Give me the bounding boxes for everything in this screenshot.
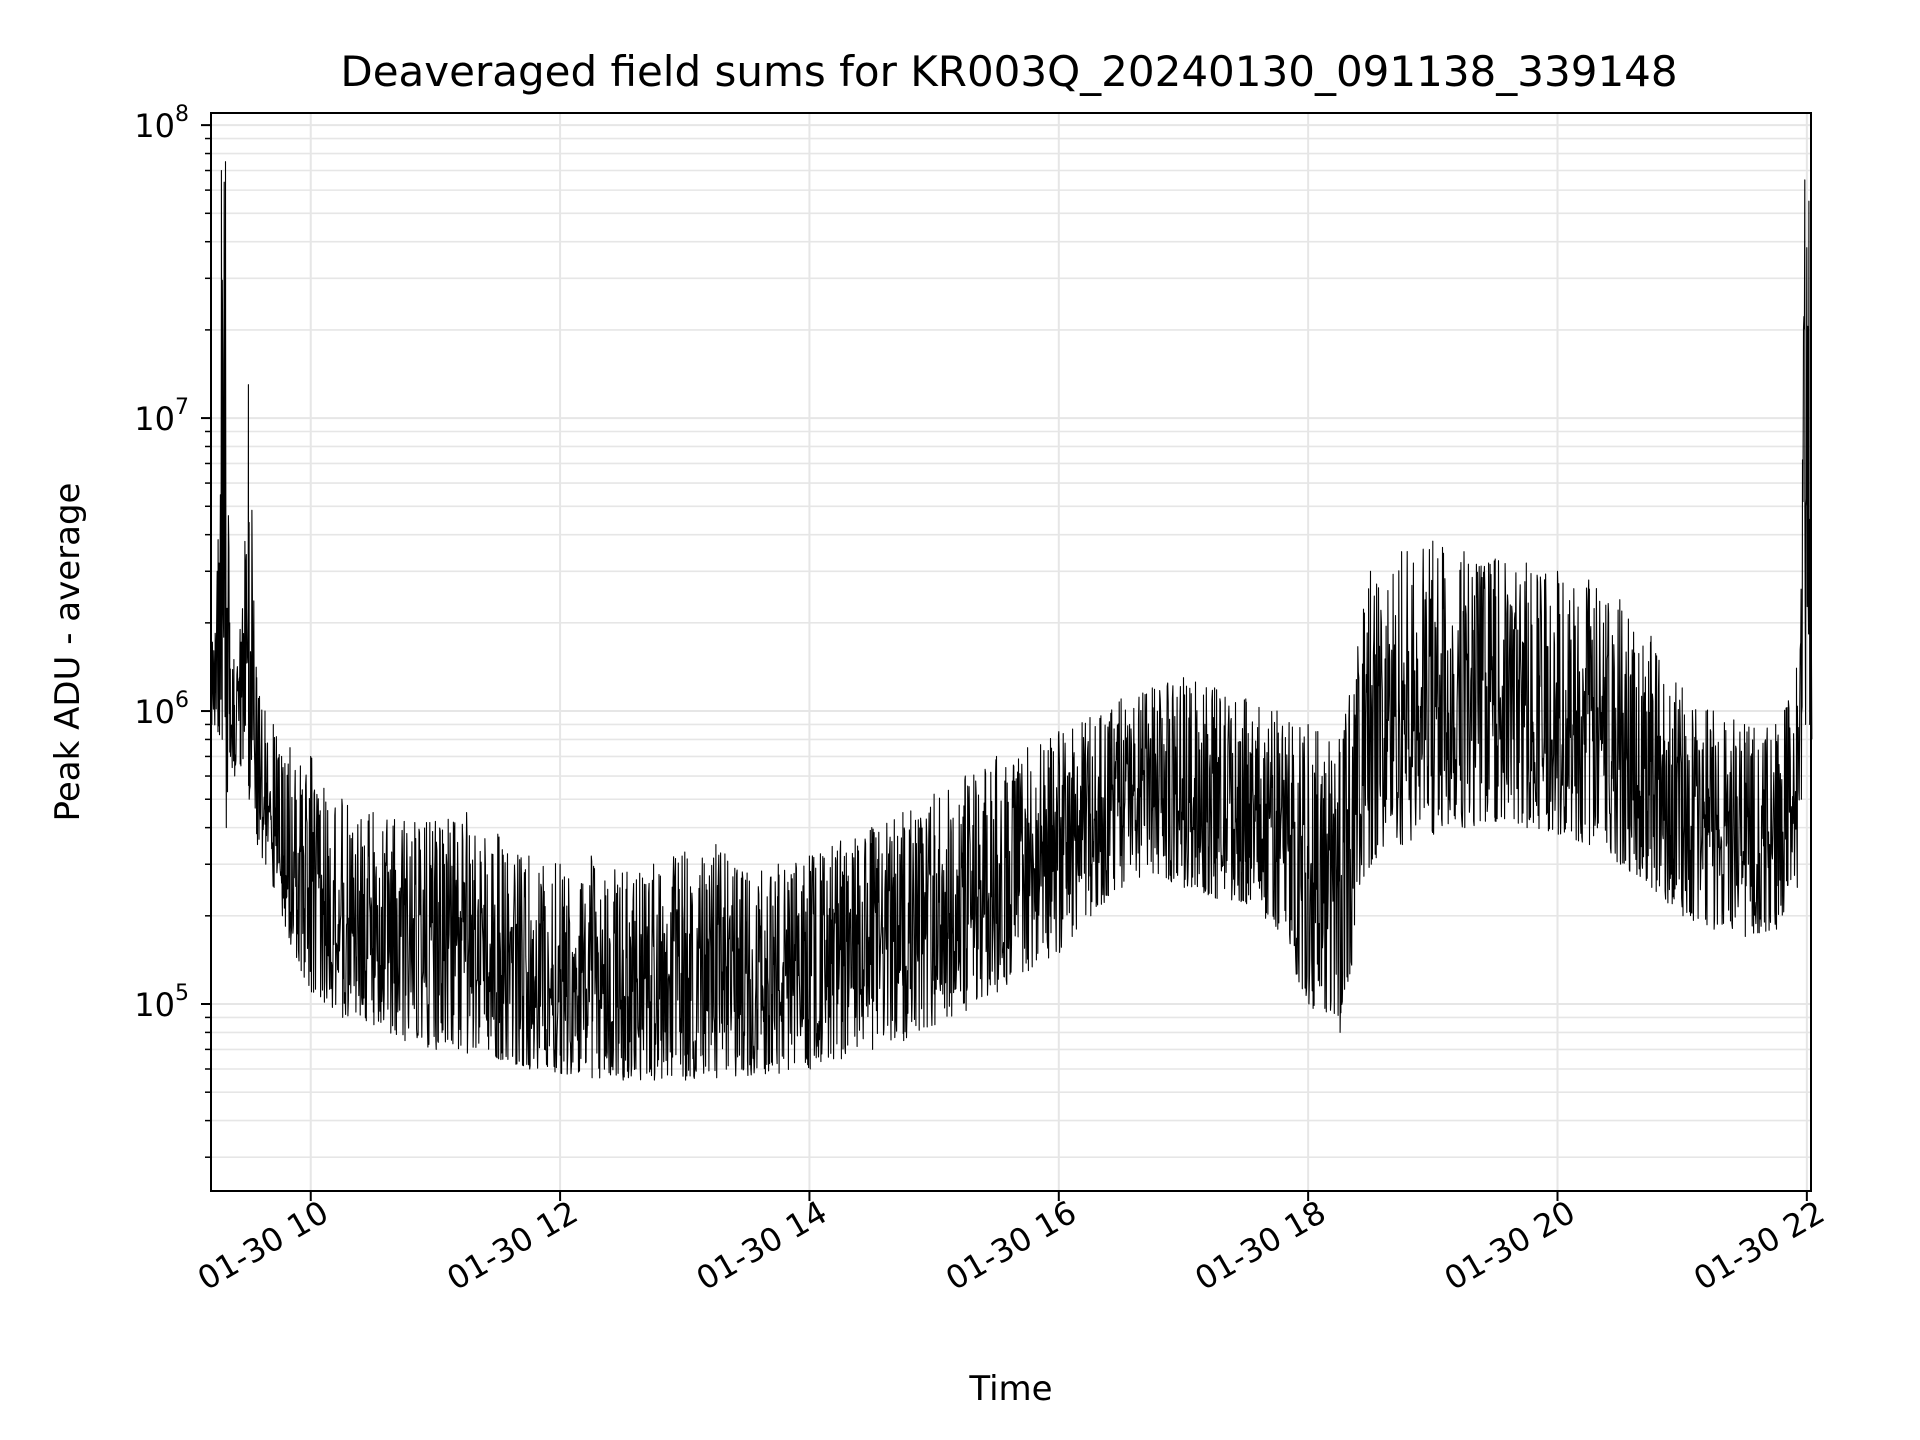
y-tick-exponent: 6	[175, 688, 189, 713]
y-axis-label: Peak ADU - average	[48, 483, 88, 822]
grid	[211, 113, 1811, 1191]
series-line	[210, 161, 1813, 1081]
series-line-path	[210, 161, 1813, 1081]
y-tick-base: 10	[134, 107, 175, 145]
y-tick-base: 10	[134, 986, 175, 1024]
y-tick-base: 10	[134, 693, 175, 731]
y-tick-label: 108	[134, 102, 189, 145]
y-tick-base: 10	[134, 400, 175, 438]
plot-frame	[210, 112, 1812, 1192]
y-tick-label: 105	[134, 981, 189, 1024]
y-tick-exponent: 5	[175, 981, 189, 1006]
y-tick-exponent: 7	[175, 395, 189, 420]
y-tick-label: 106	[134, 688, 189, 731]
y-tick-label: 107	[134, 395, 189, 438]
chart-title: Deaveraged field sums for KR003Q_2024013…	[340, 47, 1677, 96]
x-axis-label: Time	[968, 1369, 1052, 1409]
y-tick-exponent: 8	[175, 102, 189, 127]
